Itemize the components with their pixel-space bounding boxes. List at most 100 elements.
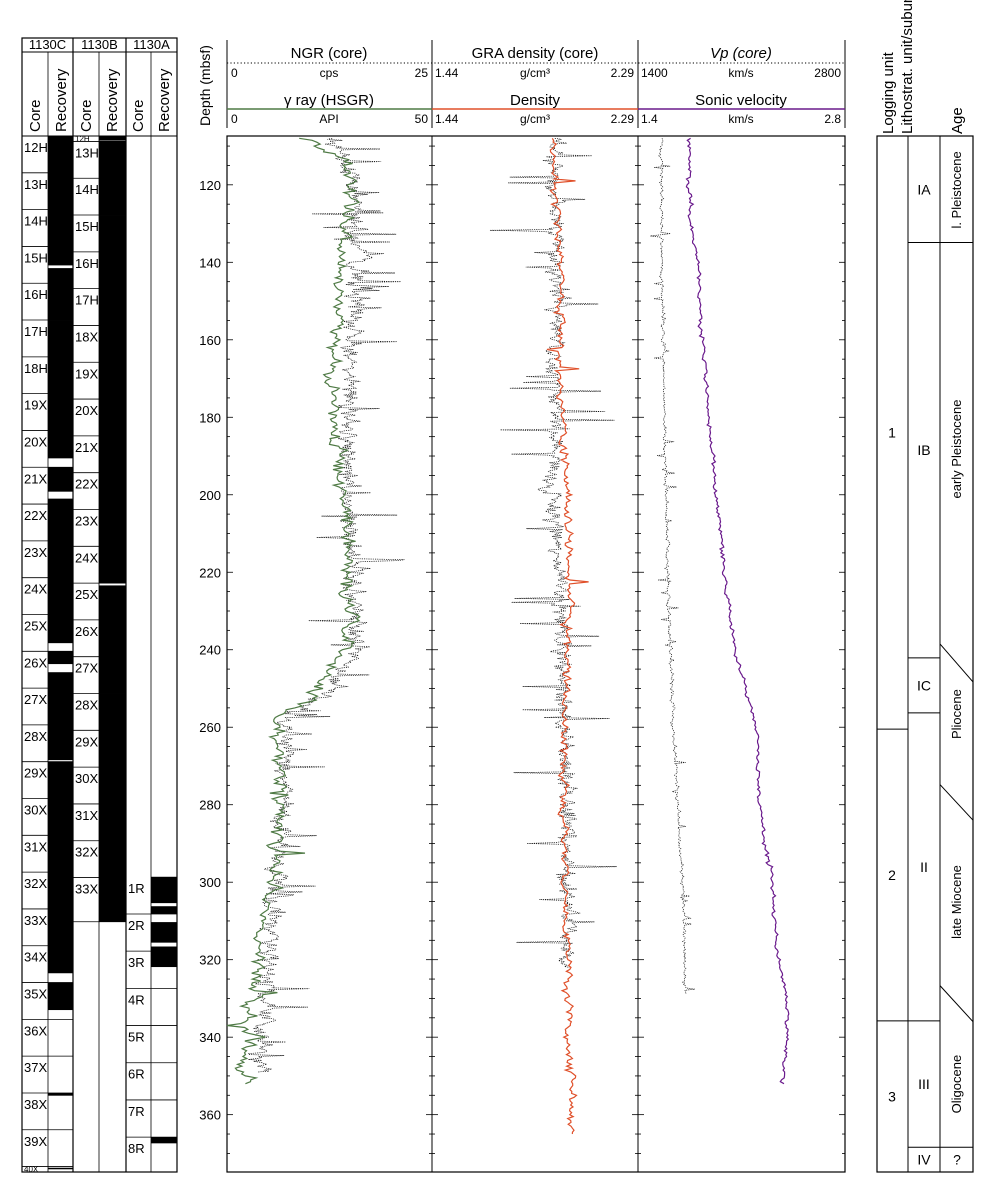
recovery-bar bbox=[48, 540, 73, 578]
core-header-1130c: Core bbox=[27, 99, 44, 132]
depth-ticks bbox=[227, 145, 845, 1154]
litho-unit-label: IB bbox=[917, 442, 930, 458]
density-log-min: 1.44 bbox=[435, 112, 459, 126]
core-columns-frame bbox=[21, 37, 178, 1173]
density-log-max: 2.29 bbox=[611, 112, 635, 126]
core-label: 32X bbox=[75, 845, 98, 860]
recovery-bar bbox=[99, 767, 126, 804]
core-label: 16H bbox=[24, 287, 48, 302]
core-label: 7R bbox=[128, 1104, 145, 1119]
core-label: 34X bbox=[24, 950, 47, 965]
ngr-core-title: NGR (core) bbox=[291, 45, 368, 62]
age-boundary bbox=[939, 784, 974, 821]
recovery-bar bbox=[48, 945, 73, 974]
core-label: 15H bbox=[24, 250, 48, 265]
core-label: 28X bbox=[75, 698, 98, 713]
recovery-bar bbox=[99, 362, 126, 400]
hole-name-1130a: 1130A bbox=[133, 37, 170, 52]
core-label: 40X bbox=[24, 1165, 39, 1174]
core-header-1130a: Core bbox=[130, 99, 147, 132]
hole-name-1130b: 1130B bbox=[81, 37, 118, 52]
core-label: 31X bbox=[24, 839, 47, 854]
recovery-header-1130b: Recovery bbox=[104, 68, 121, 132]
litho-unit-label: II bbox=[920, 859, 928, 875]
age-header: Age bbox=[949, 107, 966, 134]
recovery-bar bbox=[99, 472, 126, 510]
core-label: 26X bbox=[75, 624, 98, 639]
core-label: 17H bbox=[75, 293, 99, 308]
depth-axis-label: Depth (mbsf) bbox=[197, 45, 213, 126]
recovery-bar bbox=[151, 922, 177, 943]
ngr-core-min: 0 bbox=[231, 66, 238, 80]
track-headers: NGR (core) 0 cps 25 γ ray (HSGR) 0 API 5… bbox=[226, 40, 846, 128]
core-header-1130b: Core bbox=[78, 99, 95, 132]
litho-header-text: Lithostrat. unit/subunit bbox=[899, 0, 916, 134]
core-label: 29X bbox=[24, 766, 47, 781]
core-label: 15H bbox=[75, 219, 99, 234]
recovery-bar bbox=[99, 730, 126, 768]
depth-tick-label: 280 bbox=[199, 798, 221, 813]
core-label: 8R bbox=[128, 1141, 145, 1156]
depth-tick-label: 180 bbox=[199, 410, 221, 425]
density-log-unit: g/cm³ bbox=[520, 112, 550, 126]
core-label: 30X bbox=[24, 803, 47, 818]
vp-core-unit: km/s bbox=[728, 66, 753, 80]
recovery-bar bbox=[151, 946, 177, 952]
core-label: 12H bbox=[75, 135, 90, 144]
recovery-header-1130a: Recovery bbox=[156, 68, 173, 132]
gamma-log-unit: API bbox=[319, 112, 338, 126]
core-label: 30X bbox=[75, 771, 98, 786]
recovery-bar bbox=[151, 876, 177, 904]
core-label: 29X bbox=[75, 734, 98, 749]
recovery-bar bbox=[48, 268, 73, 284]
hole-name-1130c: 1130C bbox=[29, 37, 66, 52]
core-label: 31X bbox=[75, 808, 98, 823]
recovery-bar bbox=[48, 672, 73, 689]
recovery-bar bbox=[48, 908, 73, 946]
unit-columns: Logging unit Lithostrat. unit/subunit Ag… bbox=[876, 0, 974, 1173]
age-boundary bbox=[939, 985, 974, 1023]
core-label: 33X bbox=[75, 882, 98, 897]
age-label: ? bbox=[953, 1152, 961, 1168]
litho-unit-label: III bbox=[918, 1076, 930, 1092]
core-label: 37X bbox=[24, 1060, 47, 1075]
litho-unit-label: IC bbox=[917, 677, 931, 693]
gamma-log-max: 50 bbox=[415, 112, 429, 126]
core-label: 14H bbox=[75, 182, 99, 197]
recovery-bar bbox=[48, 136, 73, 173]
depth-tick-label: 240 bbox=[199, 643, 221, 658]
age-boundary bbox=[939, 643, 974, 683]
gamma-log-title: γ ray (HSGR) bbox=[284, 92, 374, 109]
core-label: 18H bbox=[24, 361, 48, 376]
core-label: 24X bbox=[75, 550, 98, 565]
core-label: 1R bbox=[128, 881, 145, 896]
sonic-log-unit: km/s bbox=[728, 112, 753, 126]
core-label: 13H bbox=[24, 177, 48, 192]
gra-core-max: 2.29 bbox=[611, 66, 635, 80]
core-label: 28X bbox=[24, 729, 47, 744]
recovery-bar bbox=[48, 393, 73, 431]
core-label: 22X bbox=[75, 477, 98, 492]
recovery-bar bbox=[48, 356, 73, 394]
depth-tick-label: 160 bbox=[199, 333, 221, 348]
vp-core-min: 1400 bbox=[641, 66, 668, 80]
recovery-bar bbox=[99, 178, 126, 216]
core-intervals: 12H13H14H15H16H17H18H19X20X21X22X23X24X2… bbox=[22, 135, 177, 1174]
core-label: 19X bbox=[24, 398, 47, 413]
core-label: 27X bbox=[24, 692, 47, 707]
core-label: 20X bbox=[24, 434, 47, 449]
recovery-bar bbox=[151, 906, 177, 914]
depth-tick-label: 220 bbox=[199, 565, 221, 580]
ngr-core-max: 25 bbox=[415, 66, 429, 80]
recovery-bar bbox=[99, 325, 126, 363]
litho-unit-header: Lithostrat. unit/subunit bbox=[899, 0, 916, 134]
recovery-bar bbox=[99, 619, 126, 657]
recovery-bar bbox=[151, 1137, 177, 1144]
recovery-bar bbox=[99, 136, 126, 141]
core-label: 26X bbox=[24, 655, 47, 670]
recovery-bar bbox=[151, 951, 177, 968]
recovery-bar bbox=[48, 651, 73, 665]
depth-tick-label: 300 bbox=[199, 875, 221, 890]
recovery-bar bbox=[48, 761, 73, 799]
sonic-log-title: Sonic velocity bbox=[695, 92, 787, 109]
